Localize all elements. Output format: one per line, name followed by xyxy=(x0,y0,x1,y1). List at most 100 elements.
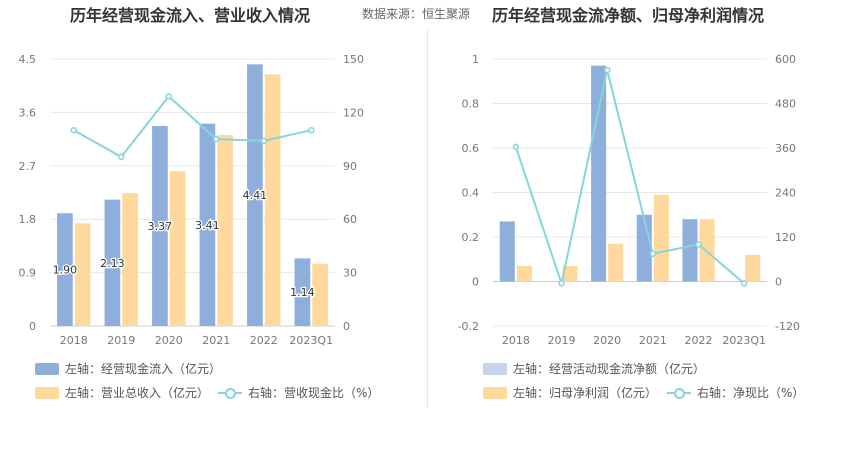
legend-left-cash-inflow-label: 左轴：经营现金流入（亿元） xyxy=(65,362,222,376)
bar-series1 xyxy=(199,123,216,326)
legend-left-revenue-label: 左轴：营业总收入（亿元） xyxy=(65,386,210,400)
bar-series1 xyxy=(499,221,515,282)
bar-series1 xyxy=(636,214,652,282)
left-tick-label: 0.2 xyxy=(462,231,480,244)
bar-data-label: 3.37 xyxy=(148,220,173,233)
x-tick-label: 2023Q1 xyxy=(722,334,766,347)
bar-series1 xyxy=(57,213,73,326)
right-tick-label: 480 xyxy=(775,98,796,111)
ratio-line xyxy=(514,69,745,288)
bar-data-label: 3.41 xyxy=(195,219,220,232)
ratio-point xyxy=(558,280,565,287)
ratio-point xyxy=(213,135,220,143)
left-tick-label: 4.5 xyxy=(19,53,37,66)
legend-swatch-blue xyxy=(35,362,59,375)
legend-right-net-cash-label: 左轴：经营活动现金流净额（亿元） xyxy=(513,362,706,376)
right-tick-label: 150 xyxy=(343,53,364,66)
bar-series2 xyxy=(699,219,715,282)
ratio-point xyxy=(70,126,77,134)
left-tick-label: 1.8 xyxy=(19,213,37,226)
x-tick-label: 2022 xyxy=(250,334,278,347)
legend-left-ratio-label: 右轴：营收现金比（%） xyxy=(248,386,380,400)
right-tick-label: 600 xyxy=(775,53,796,66)
x-tick-label: 2020 xyxy=(593,334,621,347)
data-source: 数据来源：恒生聚源 xyxy=(362,7,471,21)
legend-left-cash-inflow[interactable]: 左轴：经营现金流入（亿元） xyxy=(35,360,221,377)
left-tick-label: 0.8 xyxy=(462,98,480,111)
right-tick-label: 30 xyxy=(343,267,357,280)
right-tick-label: 0 xyxy=(775,276,782,289)
left-tick-label: 0.9 xyxy=(19,267,37,280)
left-tick-label: 2.7 xyxy=(19,160,37,173)
ratio-point xyxy=(695,241,702,248)
bar-series2 xyxy=(516,265,532,282)
right-tick-label: 120 xyxy=(343,106,364,119)
x-tick-label: 2021 xyxy=(639,334,667,347)
left-chart-title: 历年经营现金流入、营业收入情况 xyxy=(70,6,311,25)
legend-right-net-cash[interactable]: 左轴：经营活动现金流净额（亿元） xyxy=(483,360,705,377)
right-tick-label: 90 xyxy=(343,160,357,173)
x-tick-label: 2019 xyxy=(548,334,576,347)
right-tick-label: 360 xyxy=(775,142,796,155)
x-tick-label: 2022 xyxy=(685,334,713,347)
ratio-point xyxy=(603,66,611,74)
bar-data-label: 4.41 xyxy=(243,189,268,202)
bar-data-label: 1.14 xyxy=(290,286,315,299)
legend-left-ratio[interactable]: 右轴：营收现金比（%） xyxy=(218,384,379,401)
ratio-point xyxy=(260,137,267,145)
legend-swatch-orange xyxy=(35,386,59,399)
bar-series2 xyxy=(217,134,233,326)
legend-right-net-profit[interactable]: 左轴：归母净利润（亿元） xyxy=(483,384,657,401)
bar-series1 xyxy=(152,126,168,327)
ratio-point xyxy=(308,126,315,134)
bar-series1 xyxy=(104,199,121,326)
x-tick-label: 2021 xyxy=(202,334,230,347)
right-tick-label: 120 xyxy=(775,231,796,244)
ratio-point xyxy=(118,153,125,161)
bar-series2 xyxy=(122,193,138,326)
right-tick-label: 60 xyxy=(343,213,357,226)
bar-data-label: 1.90 xyxy=(53,264,78,277)
bar-series1 xyxy=(682,219,698,282)
ratio-point xyxy=(512,143,520,151)
x-tick-label: 2018 xyxy=(60,334,88,347)
x-tick-label: 2019 xyxy=(107,334,135,347)
panel-divider xyxy=(427,30,428,408)
ratio-line xyxy=(73,94,312,159)
x-tick-label: 2018 xyxy=(502,334,530,347)
bar-series2 xyxy=(653,194,669,282)
legend-swatch-orange xyxy=(483,386,507,399)
right-tick-label: 240 xyxy=(775,187,796,200)
bar-series1 xyxy=(591,65,607,282)
legend-line-marker xyxy=(218,387,242,399)
left-tick-label: 0 xyxy=(472,276,479,289)
ratio-point xyxy=(740,280,748,287)
left-tick-label: 0.4 xyxy=(462,187,480,200)
legend-right-ratio-label: 右轴：净现比（%） xyxy=(697,386,805,400)
bar-series2 xyxy=(562,265,578,282)
right-chart: -0.2 0 0.2 0.4 0.6 0.8 1 -120 0 120 240 360 480 600 20… xyxy=(458,53,800,347)
ratio-point xyxy=(649,250,657,257)
left-chart: 0 0.9 1.8 2.7 3.6 4.5 0 30 60 90 120 150 2018 1.90 201… xyxy=(19,53,365,347)
x-tick-label: 2023Q1 xyxy=(289,334,333,347)
bar-series2 xyxy=(312,263,328,326)
x-tick-label: 2020 xyxy=(155,334,183,347)
left-tick-label: 3.6 xyxy=(19,106,37,119)
legend-right-ratio[interactable]: 右轴：净现比（%） xyxy=(667,384,804,401)
left-tick-label: 1 xyxy=(472,53,479,66)
right-tick-label: 0 xyxy=(343,320,350,333)
bar-series2 xyxy=(745,254,761,282)
bar-series1 xyxy=(247,64,263,326)
right-chart-title: 历年经营现金流净额、归母净利润情况 xyxy=(492,6,765,25)
legend-swatch-light-blue xyxy=(483,362,507,375)
legend-line-marker xyxy=(667,387,691,399)
left-tick-label: 0.6 xyxy=(462,142,480,155)
bar-series2 xyxy=(74,223,91,326)
bar-data-label: 2.13 xyxy=(100,257,125,270)
left-tick-label: -0.2 xyxy=(458,320,479,333)
legend-left-revenue[interactable]: 左轴：营业总收入（亿元） xyxy=(35,384,209,401)
left-tick-label: 0 xyxy=(29,320,36,333)
bar-series2 xyxy=(608,243,624,282)
bar-series1 xyxy=(294,258,311,326)
ratio-point xyxy=(165,93,172,100)
